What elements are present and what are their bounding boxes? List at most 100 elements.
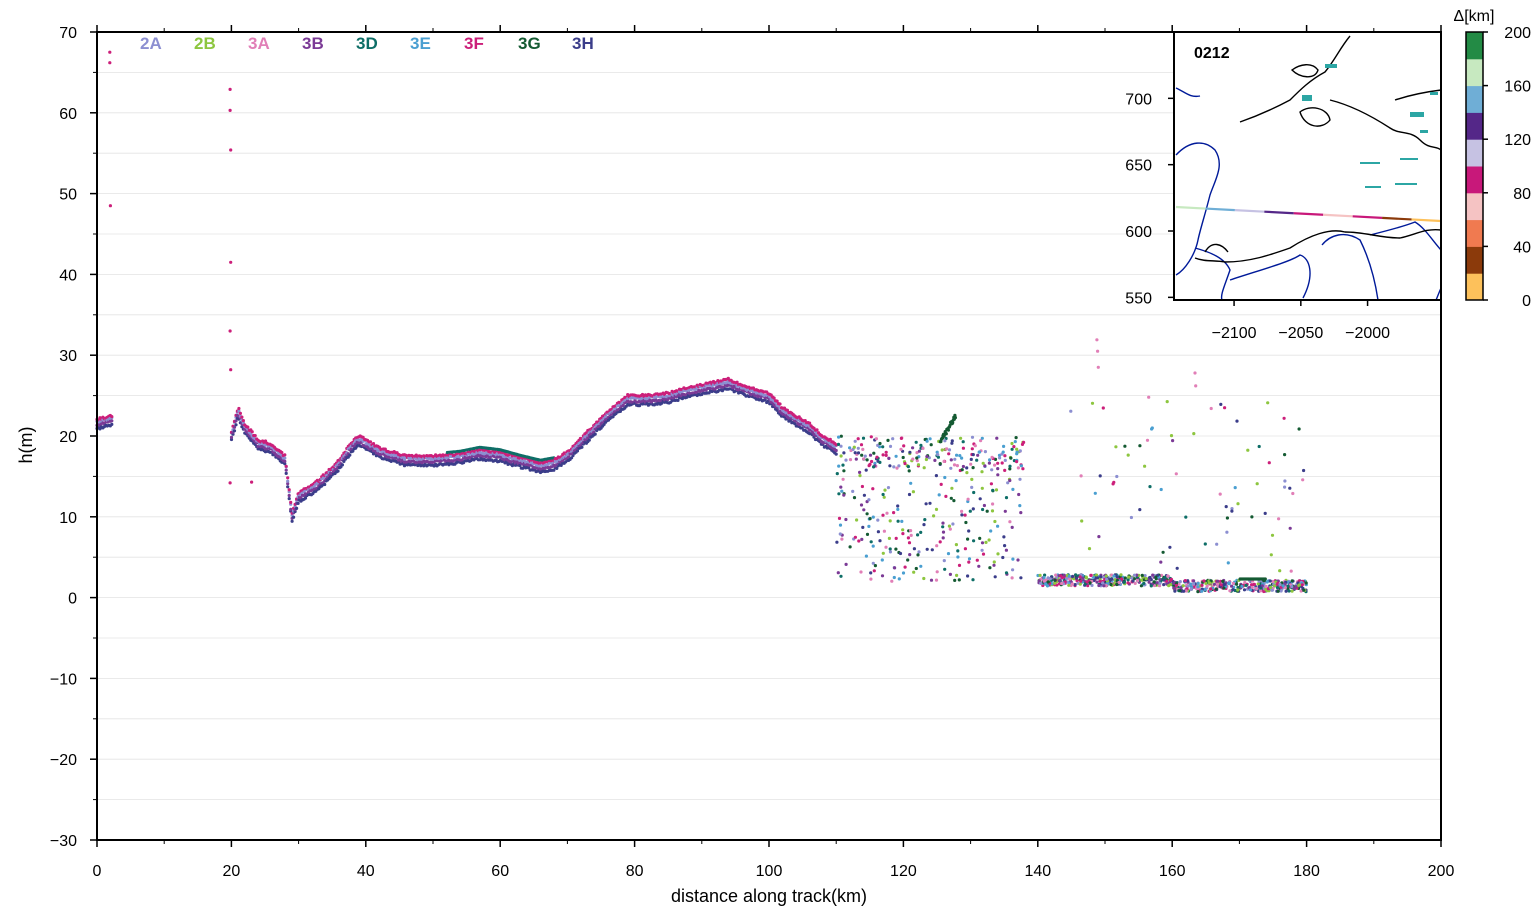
map-ice-feature (1430, 92, 1438, 95)
data-point (1248, 588, 1252, 592)
data-point (909, 533, 913, 538)
data-point (892, 510, 896, 515)
data-point (1226, 561, 1230, 565)
legend-entry: 3D (356, 34, 378, 53)
data-point (969, 462, 973, 466)
data-point (957, 563, 962, 568)
data-point (229, 437, 234, 442)
data-point (1038, 573, 1042, 578)
data-point (945, 447, 949, 451)
data-point (897, 577, 901, 581)
data-point (283, 453, 287, 457)
data-point (888, 464, 892, 468)
data-point (939, 482, 943, 486)
data-point (861, 447, 865, 451)
data-point (943, 567, 947, 571)
data-point (1143, 574, 1147, 578)
x-tick-label: 100 (756, 863, 783, 880)
data-point (934, 474, 939, 478)
data-point (961, 446, 966, 450)
data-point (839, 574, 843, 578)
data-point (1169, 577, 1173, 581)
data-point (950, 441, 954, 445)
data-point (1132, 573, 1137, 577)
data-point (1231, 581, 1235, 586)
data-point (1080, 519, 1084, 523)
data-point (899, 447, 903, 451)
data-point (851, 489, 855, 493)
data-point (955, 464, 960, 468)
data-point (839, 434, 843, 438)
data-point (1084, 575, 1088, 579)
data-point (1062, 573, 1066, 577)
data-point (993, 519, 997, 524)
data-point (943, 475, 947, 480)
data-point (1019, 576, 1023, 580)
inset-map-features (1175, 35, 1442, 301)
data-point (894, 536, 898, 541)
data-point (1018, 449, 1022, 453)
data-point (1225, 516, 1229, 520)
data-point (947, 524, 952, 528)
y-tick-label: 20 (59, 429, 77, 446)
data-point (860, 484, 865, 489)
data-point (515, 459, 519, 463)
data-point (1191, 582, 1196, 586)
data-point (925, 455, 929, 459)
data-point (1244, 583, 1248, 588)
data-point (1127, 575, 1131, 579)
data-point (968, 509, 972, 513)
inset-x-tick-label: −2000 (1345, 325, 1390, 342)
data-point (1102, 584, 1106, 588)
data-point (296, 501, 300, 505)
data-point (1069, 409, 1073, 413)
data-point (996, 467, 1000, 471)
data-point (571, 453, 575, 458)
data-point (864, 554, 869, 558)
data-point (1230, 584, 1234, 588)
data-point (842, 493, 846, 497)
colorbar-frame (1465, 31, 1484, 301)
data-point (1283, 485, 1287, 489)
colorbar-band (1466, 139, 1483, 167)
data-point (975, 458, 979, 462)
data-point (983, 464, 987, 468)
data-point (909, 529, 913, 533)
data-point (895, 466, 899, 470)
data-point (1151, 573, 1155, 577)
data-point (1179, 586, 1183, 590)
data-point (1215, 582, 1220, 586)
data-point (1278, 569, 1282, 573)
data-point (980, 541, 985, 545)
colorbar-band (1466, 85, 1483, 113)
data-point (1283, 453, 1287, 457)
data-point (883, 488, 887, 492)
data-point (1289, 569, 1293, 573)
inset-map: −2100 −2050 −2000 700 650 600 550 0212 (1125, 31, 1442, 342)
data-point (1104, 574, 1108, 578)
data-point (1138, 444, 1142, 448)
data-point (878, 539, 882, 543)
data-point (1181, 584, 1185, 588)
data-point (1145, 438, 1150, 442)
data-point (1130, 576, 1134, 580)
data-point (1008, 478, 1012, 483)
data-point (1222, 586, 1226, 590)
data-point (930, 548, 934, 552)
data-point (1060, 575, 1064, 580)
data-point (934, 507, 939, 511)
data-point (1011, 487, 1015, 491)
legend-entry: 3H (572, 34, 594, 53)
data-point (1236, 588, 1240, 592)
data-point (228, 108, 232, 112)
map-track-segment (1175, 205, 1206, 210)
data-point (935, 450, 939, 454)
data-point (1186, 584, 1190, 588)
data-point (1096, 365, 1100, 369)
data-point (948, 527, 952, 531)
data-point (1240, 584, 1244, 589)
data-point (1275, 586, 1280, 590)
legend-entry: 3G (518, 34, 541, 53)
data-point (949, 496, 953, 500)
